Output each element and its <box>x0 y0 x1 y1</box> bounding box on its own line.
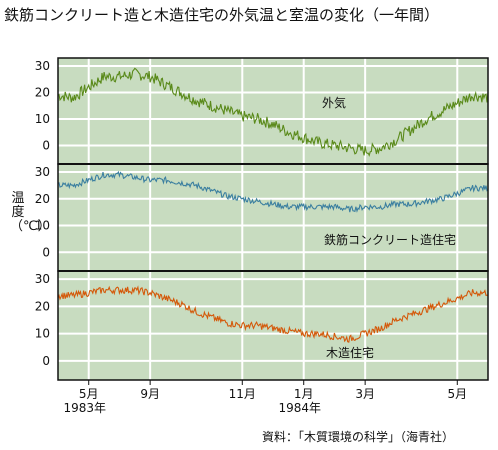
x-tick-label: 1月 <box>294 387 314 401</box>
x-tick-label: 5月 <box>79 387 99 401</box>
y-tick-label: 10 <box>35 327 50 341</box>
series-label: 鉄筋コンクリート造住宅 <box>324 232 456 247</box>
x-tick-label: 3月 <box>355 387 375 401</box>
y-tick-label: 20 <box>35 192 50 206</box>
x-tick-year: 1984年 <box>278 401 321 415</box>
y-tick-label: 0 <box>42 138 50 152</box>
x-tick-label: 5月 <box>447 387 467 401</box>
series-line <box>57 285 489 343</box>
series-label: 外気 <box>322 95 346 110</box>
panel-background <box>58 271 488 380</box>
y-tick-label: 10 <box>35 112 50 126</box>
source-note: 資料：「木質環境の科学」（海青社） <box>262 430 455 444</box>
y-tick-label: 30 <box>35 165 50 179</box>
series-label: 木造住宅 <box>326 345 374 360</box>
chart-title: 鉄筋コンクリート造と木造住宅の外気温と室温の変化（一年間） <box>4 6 440 24</box>
panel-background <box>58 58 488 164</box>
y-tick-label: 20 <box>35 299 50 313</box>
x-tick-label: 11月 <box>229 387 256 401</box>
y-axis-label: 温度（℃） <box>10 192 51 234</box>
y-tick-label: 30 <box>35 272 50 286</box>
series-line <box>57 67 489 157</box>
y-tick-label: 10 <box>35 219 50 233</box>
x-tick-label: 9月 <box>140 387 160 401</box>
y-axis-label-text: 温度（℃） <box>10 191 51 234</box>
series-line <box>57 170 489 213</box>
y-tick-label: 0 <box>42 354 50 368</box>
panel-background <box>58 164 488 271</box>
y-tick-label: 20 <box>35 85 50 99</box>
y-tick-label: 0 <box>42 245 50 259</box>
y-tick-label: 30 <box>35 59 50 73</box>
x-tick-year: 1983年 <box>63 401 106 415</box>
